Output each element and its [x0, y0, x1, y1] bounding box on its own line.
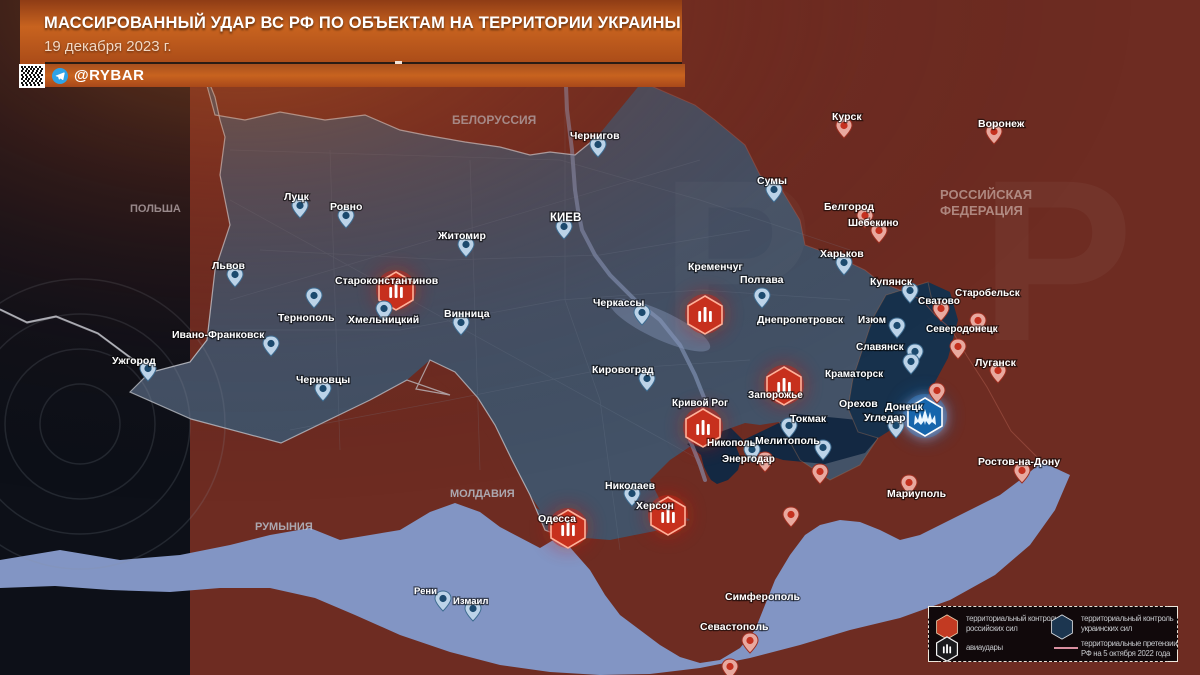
svg-text:Купянск: Купянск — [870, 276, 913, 288]
svg-text:Херсон: Херсон — [636, 500, 674, 512]
svg-text:Чернигов: Чернигов — [570, 130, 620, 142]
svg-text:Сватово: Сватово — [918, 296, 960, 307]
svg-text:Рени: Рени — [414, 586, 437, 597]
svg-text:Северодонецк: Северодонецк — [926, 324, 999, 335]
svg-text:Шебекино: Шебекино — [848, 217, 899, 229]
svg-text:Мелитополь: Мелитополь — [755, 435, 820, 447]
svg-text:Днепропетровск: Днепропетровск — [757, 314, 844, 326]
svg-text:Белгород: Белгород — [824, 201, 874, 213]
svg-text:Винница: Винница — [444, 308, 490, 320]
svg-text:Луцк: Луцк — [284, 191, 310, 203]
svg-text:Запорожье: Запорожье — [748, 390, 803, 401]
svg-text:Воронеж: Воронеж — [978, 118, 1025, 130]
svg-text:Мариуполь: Мариуполь — [887, 488, 947, 500]
svg-text:Курск: Курск — [832, 111, 862, 123]
svg-text:Угледар: Угледар — [864, 412, 906, 424]
svg-text:Луганск: Луганск — [975, 357, 1017, 369]
svg-text:Тернополь: Тернополь — [278, 312, 335, 324]
svg-text:Кировоград: Кировоград — [592, 364, 654, 376]
svg-text:Хмельницкий: Хмельницкий — [348, 314, 419, 326]
svg-text:Сумы: Сумы — [757, 175, 787, 187]
svg-text:Житомир: Житомир — [437, 230, 486, 242]
svg-text:Токмак: Токмак — [790, 413, 827, 425]
svg-text:Кривой Рог: Кривой Рог — [672, 398, 728, 409]
svg-text:Львов: Львов — [212, 260, 246, 272]
svg-text:Черновцы: Черновцы — [296, 374, 350, 386]
svg-text:Орехов: Орехов — [839, 398, 878, 410]
svg-text:КИЕВ: КИЕВ — [550, 212, 581, 224]
svg-text:Донецк: Донецк — [885, 401, 924, 413]
svg-text:Энергодар: Энергодар — [722, 454, 775, 465]
svg-text:Ивано-Франковск: Ивано-Франковск — [172, 329, 265, 341]
svg-text:Ровно: Ровно — [330, 201, 362, 213]
svg-text:Никополь: Никополь — [707, 438, 756, 449]
svg-text:Ростов-на-Дону: Ростов-на-Дону — [978, 456, 1060, 468]
svg-text:Ужгород: Ужгород — [112, 355, 156, 367]
svg-text:Одесса: Одесса — [538, 513, 576, 525]
svg-text:Изюм: Изюм — [858, 315, 886, 326]
svg-text:Старобельск: Старобельск — [955, 287, 1021, 299]
svg-text:Староконстантинов: Староконстантинов — [335, 275, 439, 287]
svg-text:Черкассы: Черкассы — [593, 297, 644, 309]
svg-text:Симферополь: Симферополь — [725, 591, 801, 603]
svg-text:Измаил: Измаил — [453, 596, 488, 607]
svg-text:Кременчуг: Кременчуг — [688, 261, 743, 273]
svg-text:Славянск: Славянск — [856, 342, 905, 353]
svg-text:Полтава: Полтава — [740, 274, 784, 286]
svg-text:Николаев: Николаев — [605, 480, 656, 492]
svg-text:Севастополь: Севастополь — [700, 621, 769, 633]
svg-text:Харьков: Харьков — [820, 248, 864, 260]
svg-text:Краматорск: Краматорск — [825, 369, 884, 380]
